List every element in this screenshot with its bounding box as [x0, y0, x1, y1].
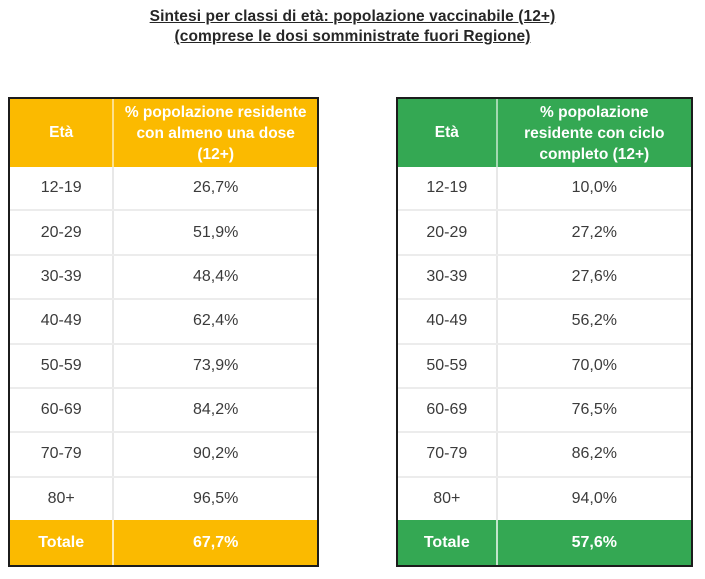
value-cell: 48,4% [193, 267, 239, 285]
age-column-header: Età [398, 99, 498, 167]
total-label: Totale [10, 520, 115, 565]
value-cell: 51,9% [193, 223, 239, 241]
table-row: 30-39 48,4% [10, 255, 317, 301]
value-cell: 90,2% [193, 445, 239, 463]
age-cell: 50-59 [398, 344, 498, 387]
table-row: 80+ 94,0% [398, 477, 691, 520]
page-title-line-2: (comprese le dosi somministrate fuori Re… [174, 28, 531, 45]
age-cell: 12-19 [10, 167, 115, 210]
table-full-cycle: Età % popolazione residente con ciclo co… [396, 97, 693, 567]
value-cell: 94,0% [571, 489, 617, 507]
value-cell: 96,5% [193, 489, 239, 507]
age-cell: 40-49 [10, 300, 115, 343]
value-cell: 84,2% [193, 401, 239, 419]
table-row: 12-19 26,7% [10, 167, 317, 212]
total-value: 67,7% [193, 533, 239, 551]
page-title-line-1: Sintesi per classi di età: popolazione v… [149, 8, 556, 25]
table-header: Età % popolazione residente con ciclo co… [398, 99, 691, 167]
table-total-row: Totale 67,7% [10, 520, 317, 565]
value-cell: 27,6% [571, 267, 617, 285]
table-row: 40-49 56,2% [398, 300, 691, 345]
age-cell: 50-59 [10, 344, 115, 387]
table-row: 60-69 76,5% [398, 388, 691, 434]
age-cell: 20-29 [10, 211, 115, 254]
page-title: Sintesi per classi di età: popolazione v… [0, 7, 705, 47]
table-body: 12-19 26,7% 20-29 51,9% 30-39 48,4% 40-49 62,4%… [10, 167, 317, 520]
age-cell: 60-69 [10, 388, 115, 432]
table-row: 70-79 90,2% [10, 433, 317, 478]
value-cell: 62,4% [193, 312, 239, 330]
table-header: Età % popolazione residente con almeno u… [10, 99, 317, 167]
age-cell: 70-79 [398, 433, 498, 476]
age-cell: 80+ [398, 477, 498, 520]
age-cell: 12-19 [398, 167, 498, 210]
table-row: 50-59 70,0% [398, 344, 691, 389]
age-cell: 30-39 [398, 255, 498, 299]
table-one-dose: Età % popolazione residente con almeno u… [8, 97, 319, 567]
age-cell: 80+ [10, 477, 115, 520]
table-total-row: Totale 57,6% [398, 520, 691, 565]
table-body: 12-19 10,0% 20-29 27,2% 30-39 27,6% 40-49 56,2%… [398, 167, 691, 520]
value-cell: 26,7% [193, 179, 239, 197]
age-cell: 20-29 [398, 211, 498, 254]
value-cell: 70,0% [571, 356, 617, 374]
table-row: 12-19 10,0% [398, 167, 691, 212]
table-row: 40-49 62,4% [10, 300, 317, 345]
total-label: Totale [398, 520, 498, 565]
table-row: 20-29 27,2% [398, 211, 691, 256]
value-cell: 27,2% [571, 223, 617, 241]
total-value: 57,6% [571, 533, 617, 551]
age-cell: 70-79 [10, 433, 115, 476]
table-row: 30-39 27,6% [398, 255, 691, 301]
value-column-header: % popolazione residente con almeno una d… [124, 103, 307, 163]
table-row: 60-69 84,2% [10, 388, 317, 434]
table-row: 80+ 96,5% [10, 477, 317, 520]
value-cell: 76,5% [571, 401, 617, 419]
value-cell: 86,2% [571, 445, 617, 463]
age-cell: 60-69 [398, 388, 498, 432]
age-cell: 40-49 [398, 300, 498, 343]
table-row: 70-79 86,2% [398, 433, 691, 478]
table-row: 20-29 51,9% [10, 211, 317, 256]
age-cell: 30-39 [10, 255, 115, 299]
age-column-header: Età [10, 99, 115, 167]
table-row: 50-59 73,9% [10, 344, 317, 389]
value-cell: 73,9% [193, 356, 239, 374]
value-column-header: % popolazione residente con ciclo comple… [524, 103, 665, 163]
value-cell: 56,2% [571, 312, 617, 330]
value-cell: 10,0% [571, 179, 617, 197]
